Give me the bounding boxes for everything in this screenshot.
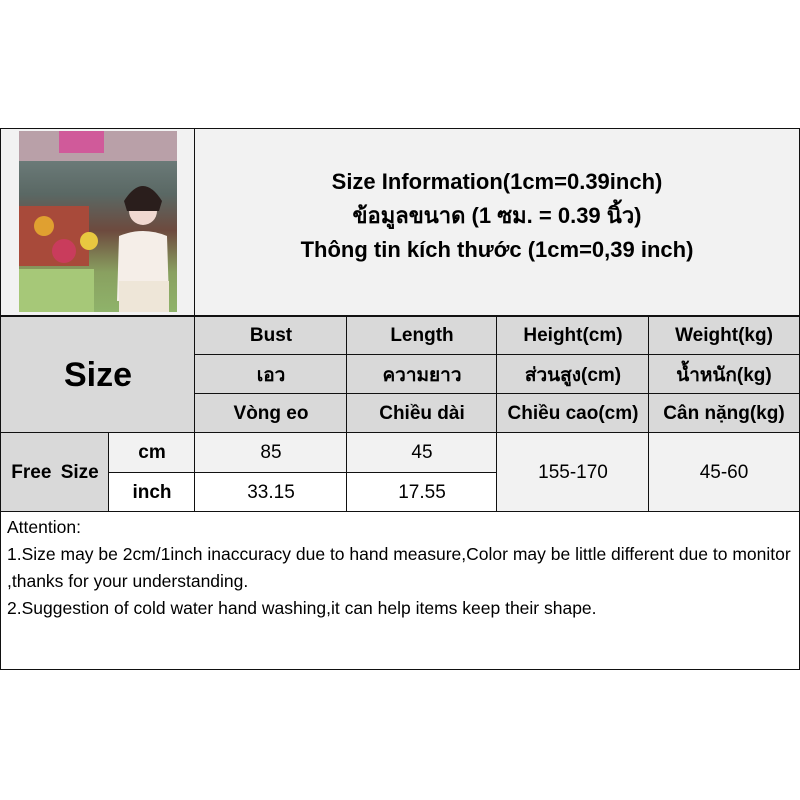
attention-heading: Attention: [7,517,81,537]
unit-inch-cell: inch [108,472,196,513]
col-header-bust-th: เอว [194,354,348,395]
col-header-bust-vi: Vòng eo [194,393,348,434]
title-line-en: Size Information(1cm=0.39inch) [331,169,663,194]
unit-cm-cell: cm [108,432,196,474]
length-cm-cell: 45 [346,432,498,474]
attention-box: Attention: 1.Size may be 2cm/1inch inacc… [0,511,800,670]
col-header-length-th: ความยาว [346,354,498,395]
col-header-height-en: Height(cm) [496,316,650,356]
length-inch-cell: 17.55 [346,472,498,513]
attention-note-1: 1.Size may be 2cm/1inch inaccuracy due t… [7,544,791,591]
product-photo [19,131,177,312]
col-header-length-en: Length [346,316,498,356]
bust-cm-cell: 85 [194,432,348,474]
col-header-height-th: ส่วนสูง(cm) [496,354,650,395]
col-header-bust-en: Bust [194,316,348,356]
attention-note-2: 2.Suggestion of cold water hand washing,… [7,598,597,618]
col-header-weight-en: Weight(kg) [648,316,800,356]
size-header-cell: Size [0,316,196,434]
col-header-weight-th: น้ำหนัก(kg) [648,354,800,395]
bust-inch-cell: 33.15 [194,472,348,513]
col-header-height-vi: Chiều cao(cm) [496,393,650,434]
col-header-length-vi: Chiều dài [346,393,498,434]
weight-range-cell: 45-60 [648,432,800,513]
title-line-th: ข้อมูลขนาด (1 ซม. = 0.39 นิ้ว) [352,203,642,228]
col-header-weight-vi: Cân nặng(kg) [648,393,800,434]
size-information-title: Size Information(1cm=0.39inch) ข้อมูลขนา… [194,128,800,316]
title-line-vi: Thông tin kích thước (1cm=0,39 inch) [300,237,694,262]
height-range-cell: 155-170 [496,432,650,513]
size-name-cell: Free Size [0,432,110,513]
